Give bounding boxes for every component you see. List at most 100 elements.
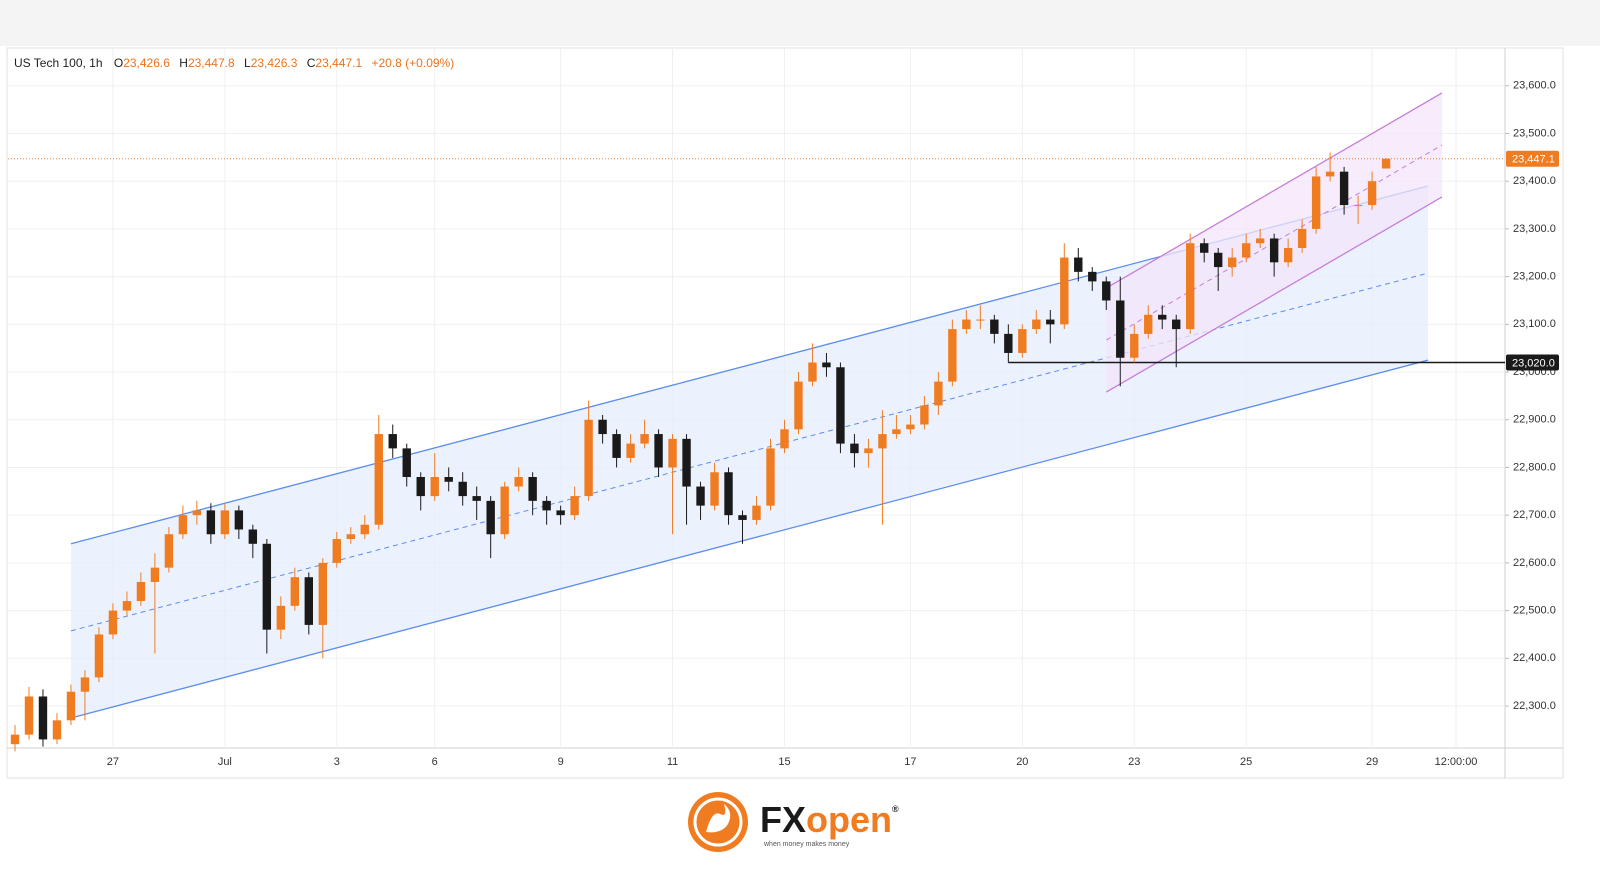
candle-body — [402, 448, 411, 478]
candle-body — [612, 434, 621, 458]
l-value: 23,426.3 — [251, 56, 298, 70]
candle-body — [570, 496, 579, 516]
candle-body — [10, 734, 20, 745]
x-tick-label: 12:00:00 — [1435, 756, 1478, 768]
candle-body — [822, 362, 831, 368]
candle-body — [948, 329, 957, 382]
candle-body — [528, 477, 537, 501]
candle-body — [920, 405, 929, 425]
candle-body — [1004, 333, 1013, 353]
candle-body — [1116, 300, 1125, 358]
candle-body — [500, 486, 509, 535]
candle-body — [178, 515, 188, 535]
candle-body — [486, 500, 495, 535]
tagline: when money makes money — [763, 841, 850, 848]
candle-body — [794, 381, 803, 430]
price-tag — [1506, 150, 1559, 167]
candle-body — [248, 529, 258, 544]
candle-body — [52, 720, 62, 740]
x-tick-label: 6 — [432, 756, 438, 768]
candle-body — [1297, 228, 1307, 248]
y-tick-label: 23,100.0 — [1513, 318, 1556, 330]
candle-body — [738, 515, 747, 520]
candle-body — [290, 577, 300, 606]
y-tick-label: 23,400.0 — [1513, 175, 1556, 187]
axes: 22,300.0 22,400.0 22,500.0 22,600.0 22,700.0… — [107, 80, 1559, 768]
brand: FXopen® — [760, 799, 899, 840]
y-tick-label: 22,300.0 — [1513, 700, 1556, 712]
candle-body — [94, 634, 104, 678]
candle-body — [696, 486, 705, 506]
candle-body — [206, 510, 216, 535]
candle-body — [346, 534, 355, 540]
candle-body — [1158, 314, 1167, 320]
candle-body — [430, 477, 439, 497]
x-tick-label: 11 — [667, 756, 678, 768]
candle-body — [80, 677, 90, 692]
candle-body — [164, 534, 174, 568]
candle-body — [122, 601, 132, 611]
candle-body — [234, 510, 244, 530]
y-tick-label: 22,500.0 — [1513, 605, 1556, 617]
candle-body — [990, 319, 999, 334]
candle-body — [1102, 281, 1111, 301]
candle-body — [780, 429, 789, 449]
symbol: US Tech 100, 1h — [14, 56, 103, 70]
candle-body — [514, 477, 523, 487]
candle-body — [836, 367, 845, 444]
candle-body — [752, 505, 761, 520]
logo: FXopen® when money makes money — [688, 792, 899, 852]
c-label: C — [307, 56, 316, 70]
candle-body — [262, 543, 272, 630]
c-value: 23,447.1 — [315, 56, 362, 70]
channel-upper — [1105, 92, 1443, 289]
candle-body — [1241, 243, 1251, 258]
candle-body — [1032, 319, 1041, 330]
candle-body — [192, 510, 202, 516]
logo-bull — [706, 804, 731, 833]
y-tick-label: 22,900.0 — [1513, 414, 1556, 426]
candle-body — [1088, 271, 1097, 282]
candle-body — [556, 510, 565, 516]
channel-lower — [1105, 196, 1443, 393]
o-label: O — [114, 56, 123, 70]
candle-body — [1381, 158, 1391, 169]
candle-body — [584, 419, 593, 497]
candle-body — [472, 496, 481, 501]
y-tick-label: 23,600.0 — [1513, 80, 1556, 92]
brand-fx: FX — [760, 799, 806, 840]
change: +20.8 (+0.09%) — [371, 56, 454, 70]
candle-body — [360, 524, 369, 535]
price-tag-label: 23,447.1 — [1512, 154, 1555, 166]
candle-body — [458, 481, 467, 497]
candle-body — [1269, 238, 1279, 263]
o-value: 23,426.6 — [123, 56, 170, 70]
candle-body — [388, 434, 397, 449]
y-tick-label: 22,700.0 — [1513, 509, 1556, 521]
candle-body — [416, 477, 425, 497]
candle-body — [276, 605, 286, 630]
x-tick-label: 23 — [1128, 756, 1140, 768]
candle-body — [1367, 181, 1377, 206]
top-bar — [0, 0, 1600, 46]
candle-body — [878, 434, 887, 449]
candle-body — [318, 562, 327, 625]
y-tick-label: 23,500.0 — [1513, 127, 1556, 139]
x-tick-label: 15 — [778, 756, 790, 768]
candle-body — [66, 691, 76, 721]
x-tick-label: 29 — [1366, 756, 1378, 768]
brand-open: open — [806, 799, 892, 840]
candle-body — [962, 319, 971, 330]
candle-body — [38, 696, 48, 740]
candle-body — [136, 581, 146, 602]
candle-body — [1325, 171, 1335, 177]
h-label: H — [179, 56, 188, 70]
price-tag — [1506, 354, 1559, 371]
candle-body — [766, 448, 775, 506]
header: US Tech 100, 1h O23,426.6 H23,447.8 L23,… — [14, 56, 454, 70]
x-tick-label: 25 — [1240, 756, 1252, 768]
candle-body — [332, 539, 341, 563]
candle-body — [1144, 314, 1153, 334]
candle-body — [1353, 205, 1363, 207]
